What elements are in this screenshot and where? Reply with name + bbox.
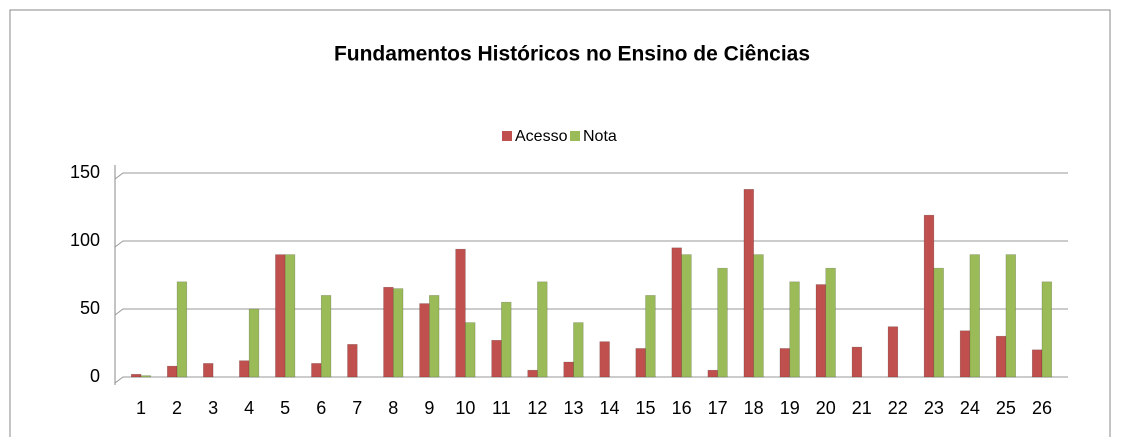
y-tick-label: 50 [80,298,100,318]
bar [347,344,358,378]
bar [959,330,971,378]
legend-swatch [570,131,580,141]
x-tick-label: 23 [924,398,944,418]
bar [563,361,574,378]
x-tick-label: 12 [527,398,547,418]
x-tick-label: 5 [280,398,290,418]
y-tick-label: 150 [70,162,100,182]
x-tick-label: 15 [636,398,656,418]
bar [789,281,800,378]
x-tick-label: 9 [424,398,434,418]
x-tick-label: 10 [455,398,475,418]
bar [275,254,286,378]
x-tick-label: 24 [960,398,980,418]
bar [779,348,791,378]
bar [392,288,404,378]
grid-line [114,172,1068,180]
bar [681,254,692,378]
bar [969,254,980,378]
bar [671,247,682,378]
bar [167,365,178,378]
bar [707,369,718,378]
bar [429,295,440,378]
bar [645,295,656,378]
bar [527,369,538,378]
bar [320,295,332,378]
x-tick-label: 18 [744,398,764,418]
y-tick-label: 0 [90,366,100,386]
bar [717,267,728,378]
bar [284,254,296,378]
bar [635,348,646,378]
x-tick-label: 20 [816,398,836,418]
x-tick-label: 14 [600,398,620,418]
x-tick-label: 22 [888,398,908,418]
bar [995,335,1007,378]
bar [501,301,512,378]
x-tick-label: 3 [208,398,218,418]
bar [1041,281,1053,378]
x-tick-label: 6 [316,398,326,418]
bar [311,363,322,378]
x-tick-label: 1 [136,398,146,418]
bar [465,322,476,378]
bar [419,303,430,378]
bar [933,267,944,378]
x-tick-label: 13 [563,398,583,418]
bar [1005,254,1016,378]
bar [923,214,935,378]
bar [455,248,466,378]
x-tick-label: 2 [172,398,182,418]
legend-label: Acesso [515,128,568,145]
x-tick-label: 26 [1032,398,1052,418]
x-tick-label: 16 [672,398,692,418]
x-tick-label: 19 [780,398,800,418]
bar [491,339,502,378]
legend-swatch [502,131,512,141]
legend-label: Nota [583,128,617,145]
bar [573,322,584,378]
bar [753,254,764,378]
bar [130,373,142,378]
bar [887,326,899,378]
chart-title: Fundamentos Históricos no Ensino de Ciên… [334,43,810,66]
x-tick-label: 7 [352,398,362,418]
bar [815,284,827,378]
x-tick-label: 25 [996,398,1016,418]
bar [851,346,863,378]
bar [743,189,754,378]
bar [537,281,548,378]
bar [1031,349,1043,378]
x-tick-label: 17 [708,398,728,418]
bar [599,341,610,378]
bar [248,308,260,378]
x-tick-label: 8 [388,398,398,418]
bar [176,281,188,378]
x-tick-label: 4 [244,398,254,418]
bar [825,267,836,378]
x-tick-label: 11 [492,398,511,418]
x-tick-label: 21 [852,398,872,418]
bar [140,375,152,378]
bar [383,286,394,378]
bar [203,363,214,378]
y-tick-label: 100 [70,230,100,250]
bar [239,360,250,378]
